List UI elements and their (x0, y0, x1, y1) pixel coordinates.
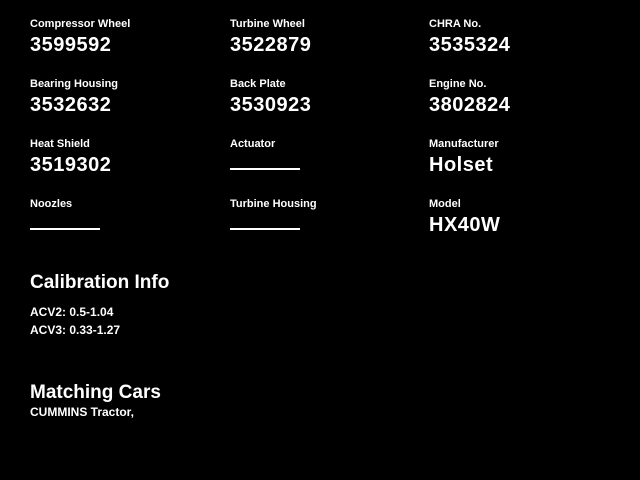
field-manufacturer: Manufacturer Holset (429, 138, 640, 198)
calibration-acv3-line: ACV3: 0.33-1.27 (30, 323, 121, 337)
manufacturer-value: Holset (429, 154, 494, 176)
field-compressor-wheel: Compressor Wheel 3599592 (30, 18, 230, 78)
turbine-wheel-value: 3522879 (230, 34, 312, 56)
actuator-label: Actuator (230, 138, 276, 150)
field-turbine-housing: Turbine Housing (230, 198, 429, 258)
heat-shield-label: Heat Shield (30, 138, 90, 150)
calibration-values: ACV2: 0.5-1.04 ACV3: 0.33-1.27 (30, 303, 169, 339)
engine-no-label: Engine No. (429, 78, 487, 90)
turbine-wheel-label: Turbine Wheel (230, 18, 305, 30)
field-actuator: Actuator (230, 138, 429, 198)
back-plate-label: Back Plate (230, 78, 286, 90)
model-value: HX40W (429, 214, 501, 236)
field-engine-no: Engine No. 3802824 (429, 78, 640, 138)
compressor-wheel-value: 3599592 (30, 34, 112, 56)
field-back-plate: Back Plate 3530923 (230, 78, 429, 138)
matching-cars-section: Matching Cars CUMMINS Tractor, (30, 382, 161, 420)
chra-no-value: 3535324 (429, 34, 511, 56)
field-chra-no: CHRA No. 3535324 (429, 18, 640, 78)
field-model: Model HX40W (429, 198, 640, 258)
engine-no-value: 3802824 (429, 94, 511, 116)
bearing-housing-value: 3532632 (30, 94, 112, 116)
heat-shield-value: 3519302 (30, 154, 112, 176)
field-bearing-housing: Bearing Housing 3532632 (30, 78, 230, 138)
manufacturer-label: Manufacturer (429, 138, 499, 150)
field-heat-shield: Heat Shield 3519302 (30, 138, 230, 198)
calibration-acv2-line: ACV2: 0.5-1.04 (30, 305, 114, 319)
noozles-empty-value-line (30, 228, 100, 230)
matching-cars-title: Matching Cars (30, 382, 161, 403)
turbine-housing-empty-value-line (230, 228, 300, 230)
matching-cars-text: CUMMINS Tractor, (30, 405, 135, 419)
compressor-wheel-label: Compressor Wheel (30, 18, 131, 30)
back-plate-value: 3530923 (230, 94, 312, 116)
actuator-empty-value-line (230, 168, 300, 170)
field-turbine-wheel: Turbine Wheel 3522879 (230, 18, 429, 78)
noozles-label: Noozles (30, 198, 73, 210)
part-fields-grid: Compressor Wheel 3599592 Turbine Wheel 3… (30, 18, 640, 258)
turbine-housing-label: Turbine Housing (230, 198, 317, 210)
bearing-housing-label: Bearing Housing (30, 78, 119, 90)
model-label: Model (429, 198, 461, 210)
field-noozles: Noozles (30, 198, 230, 258)
chra-no-label: CHRA No. (429, 18, 482, 30)
calibration-info-title: Calibration Info (30, 272, 170, 293)
calibration-info-section: Calibration Info ACV2: 0.5-1.04 ACV3: 0.… (30, 272, 169, 339)
